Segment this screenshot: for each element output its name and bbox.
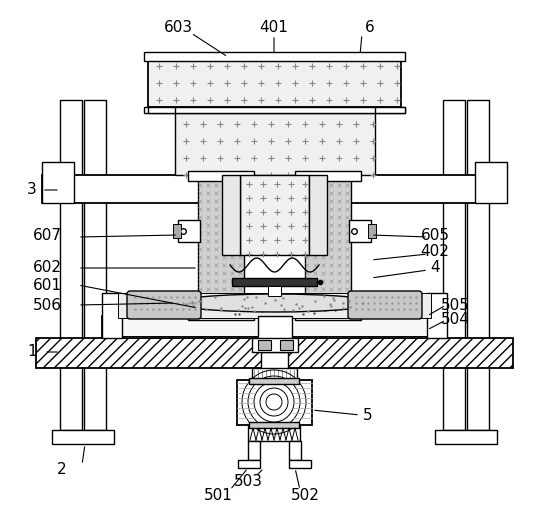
Bar xyxy=(148,55,401,107)
FancyBboxPatch shape xyxy=(127,291,201,319)
Bar xyxy=(188,308,254,320)
Bar xyxy=(52,430,114,444)
Bar xyxy=(118,293,431,318)
Text: 601: 601 xyxy=(32,278,61,293)
Text: 607: 607 xyxy=(32,227,61,242)
Text: 401: 401 xyxy=(260,21,288,36)
Bar xyxy=(173,224,181,238)
Bar xyxy=(102,316,447,338)
Text: 402: 402 xyxy=(421,245,450,260)
Text: 603: 603 xyxy=(164,21,193,36)
Bar xyxy=(198,175,244,310)
Polygon shape xyxy=(289,460,311,468)
Bar xyxy=(36,338,513,368)
Bar xyxy=(144,107,405,113)
Bar xyxy=(60,100,82,430)
Bar xyxy=(443,100,465,430)
Bar xyxy=(144,52,405,61)
Text: 2: 2 xyxy=(57,463,67,478)
Text: 502: 502 xyxy=(290,488,320,503)
Bar xyxy=(252,338,298,352)
Text: 503: 503 xyxy=(233,475,262,490)
Bar xyxy=(84,100,106,430)
Polygon shape xyxy=(222,175,240,255)
Bar xyxy=(295,308,361,320)
Bar xyxy=(240,175,309,255)
Polygon shape xyxy=(238,460,260,468)
Bar xyxy=(467,100,489,430)
Bar xyxy=(249,378,299,384)
Polygon shape xyxy=(309,175,327,255)
Text: 1: 1 xyxy=(27,344,37,359)
Text: 504: 504 xyxy=(440,312,469,327)
Bar xyxy=(268,286,281,296)
Bar xyxy=(188,171,254,181)
Bar xyxy=(427,293,447,338)
Bar xyxy=(295,171,361,181)
Bar xyxy=(368,224,376,238)
Bar xyxy=(175,113,375,175)
Polygon shape xyxy=(248,441,260,460)
Text: 5: 5 xyxy=(363,407,373,422)
Bar xyxy=(258,316,292,346)
Bar xyxy=(252,368,297,386)
Text: 506: 506 xyxy=(32,297,61,312)
Text: 501: 501 xyxy=(204,488,232,503)
Bar xyxy=(305,175,351,310)
Bar xyxy=(261,352,288,380)
Bar xyxy=(280,340,293,350)
Text: 3: 3 xyxy=(27,183,37,197)
Bar xyxy=(258,340,271,350)
Bar xyxy=(435,430,497,444)
Polygon shape xyxy=(289,441,301,460)
Bar xyxy=(349,220,371,242)
Text: 6: 6 xyxy=(365,21,375,36)
Bar xyxy=(475,162,507,203)
Bar xyxy=(42,175,507,203)
Polygon shape xyxy=(148,107,175,113)
Text: 505: 505 xyxy=(440,297,469,312)
Bar xyxy=(237,380,312,425)
Text: 4: 4 xyxy=(430,261,440,276)
Bar xyxy=(106,318,443,336)
Bar xyxy=(248,425,300,441)
Bar xyxy=(42,162,74,203)
Polygon shape xyxy=(375,107,405,113)
Bar xyxy=(249,422,299,428)
Text: 605: 605 xyxy=(421,227,450,242)
Ellipse shape xyxy=(175,294,375,312)
Bar xyxy=(232,278,317,286)
Text: 602: 602 xyxy=(32,261,61,276)
FancyBboxPatch shape xyxy=(348,291,422,319)
Bar xyxy=(102,293,122,338)
Bar xyxy=(178,220,200,242)
